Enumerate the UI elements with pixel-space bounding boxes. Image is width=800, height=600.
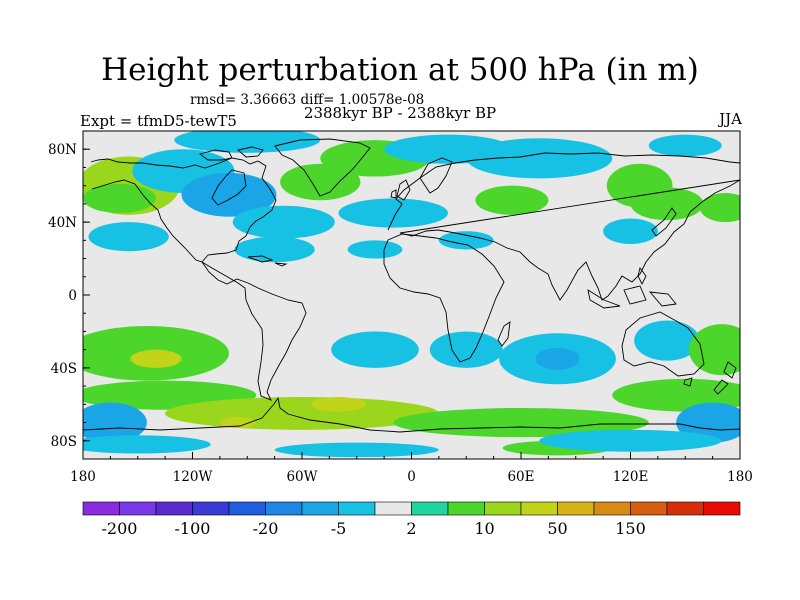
coast-eurasia	[387, 152, 740, 301]
coast-british-isles	[390, 179, 411, 201]
anomaly-region-12	[630, 187, 704, 221]
lon-tick-label: 180	[727, 469, 753, 485]
colorbar-swatch-7	[301, 501, 339, 516]
period-label: 2388kyr BP - 2388kyr BP	[303, 104, 497, 122]
colorbar-swatch-15	[593, 501, 631, 516]
longitude-axis: 180 120W 60W 0 60E 120E 180	[70, 452, 753, 485]
anomaly-region-29	[688, 324, 740, 376]
anomaly-region-5	[174, 131, 321, 153]
anomaly-region-9	[466, 138, 613, 179]
colorbar-swatch-11	[447, 501, 485, 516]
anomaly-region-21	[699, 192, 740, 223]
colorbar-swatch-18	[703, 501, 741, 516]
coast-arctic-islands	[198, 138, 371, 197]
anomaly-region-23	[130, 349, 182, 368]
coast-new-zealand	[713, 361, 737, 395]
lat-tick-label: 0	[68, 288, 77, 304]
coast-south-america	[201, 261, 307, 401]
coast-caribbean	[247, 255, 288, 267]
anomaly-region-14	[232, 205, 335, 239]
anomaly-region-19	[438, 231, 494, 250]
colorbar-swatch-8	[338, 501, 376, 516]
lat-tick-label: 40N	[48, 215, 77, 231]
anomaly-region-16	[88, 222, 169, 252]
colorbar-label: 50	[547, 519, 567, 538]
colorbar-label: 150	[615, 519, 646, 538]
anomaly-region-28	[634, 320, 700, 361]
anomaly-region-13	[475, 185, 549, 215]
lat-tick-label: 40S	[51, 361, 77, 377]
anomaly-region-10	[648, 134, 722, 157]
colorbar-swatch-16	[630, 501, 668, 516]
anomaly-region-30	[612, 378, 740, 412]
anomaly-region-35	[393, 407, 649, 438]
colorbar-swatch-13	[520, 501, 558, 516]
lon-tick-label: 60E	[507, 469, 534, 485]
lon-tick-label: 120E	[613, 469, 649, 485]
anomaly-region-39	[274, 442, 439, 458]
anomaly-region-27	[535, 347, 580, 370]
coast-antarctica	[83, 396, 740, 433]
lon-tick-label: 60W	[286, 469, 317, 485]
anomaly-region-20	[603, 218, 658, 244]
colorbar-swatch-17	[666, 501, 704, 516]
colorbar-swatch-6	[265, 501, 303, 516]
colorbar-swatch-3	[155, 501, 193, 516]
anomaly-region-15	[338, 198, 448, 228]
anomaly-region-37	[676, 402, 740, 443]
plot-title: Height perturbation at 500 hPa (in m)	[101, 52, 699, 88]
colorbar-label: -20	[253, 519, 279, 538]
colorbar-swatch-1	[82, 501, 120, 516]
colorbar-label: 10	[474, 519, 494, 538]
anomaly-region-6	[280, 163, 361, 201]
lon-tick-label: 180	[70, 469, 96, 485]
anomaly-region-36	[83, 402, 147, 443]
coast-madagascar	[497, 321, 511, 347]
season-label: JJA	[719, 110, 742, 128]
coast-north-america	[90, 157, 277, 263]
colorbar-label: -100	[175, 519, 211, 538]
coastlines	[83, 138, 740, 433]
colorbar-swatch-10	[411, 501, 449, 516]
coast-scandinavia	[419, 157, 453, 194]
coast-japan	[651, 207, 677, 237]
coast-australia	[621, 311, 705, 387]
anomaly-region-25	[429, 331, 503, 368]
colorbar-swatch-4	[192, 501, 230, 516]
anomaly-region-18	[347, 240, 403, 259]
colorbar: -200 -100 -20 -5 2 10 50 150	[82, 501, 741, 538]
lon-tick-label: 0	[407, 469, 416, 485]
lat-tick-label: 80S	[51, 434, 77, 450]
anomaly-region-17	[234, 236, 315, 263]
anomaly-region-38	[83, 435, 211, 454]
colorbar-label: 2	[406, 519, 416, 538]
anomaly-region-34	[219, 417, 257, 429]
coast-africa	[383, 233, 505, 363]
colorbar-swatch-5	[228, 501, 266, 516]
anomaly-region-33	[311, 397, 366, 412]
lat-tick-label: 80N	[48, 142, 77, 158]
coast-maritime-asia	[587, 266, 677, 309]
anomaly-region-4	[181, 172, 277, 217]
colorbar-label: -5	[331, 519, 347, 538]
anomaly-region-24	[331, 331, 419, 368]
latitude-axis: 80N 40N 0 40S 80S	[48, 130, 90, 460]
colorbar-swatch-14	[557, 501, 595, 516]
colorbar-swatch-9	[374, 501, 412, 516]
lon-tick-label: 120W	[173, 469, 213, 485]
stats-label: rmsd= 3.36663 diff= 1.00578e-08	[190, 92, 425, 108]
colorbar-swatch-12	[484, 501, 522, 516]
anomaly-region-41	[539, 429, 722, 452]
anomaly-fields	[83, 131, 740, 458]
colorbar-label: -200	[102, 519, 138, 538]
colorbar-swatch-2	[119, 501, 157, 516]
anomaly-region-2	[83, 183, 156, 213]
experiment-label: Expt = tfmD5-tewT5	[80, 112, 237, 130]
